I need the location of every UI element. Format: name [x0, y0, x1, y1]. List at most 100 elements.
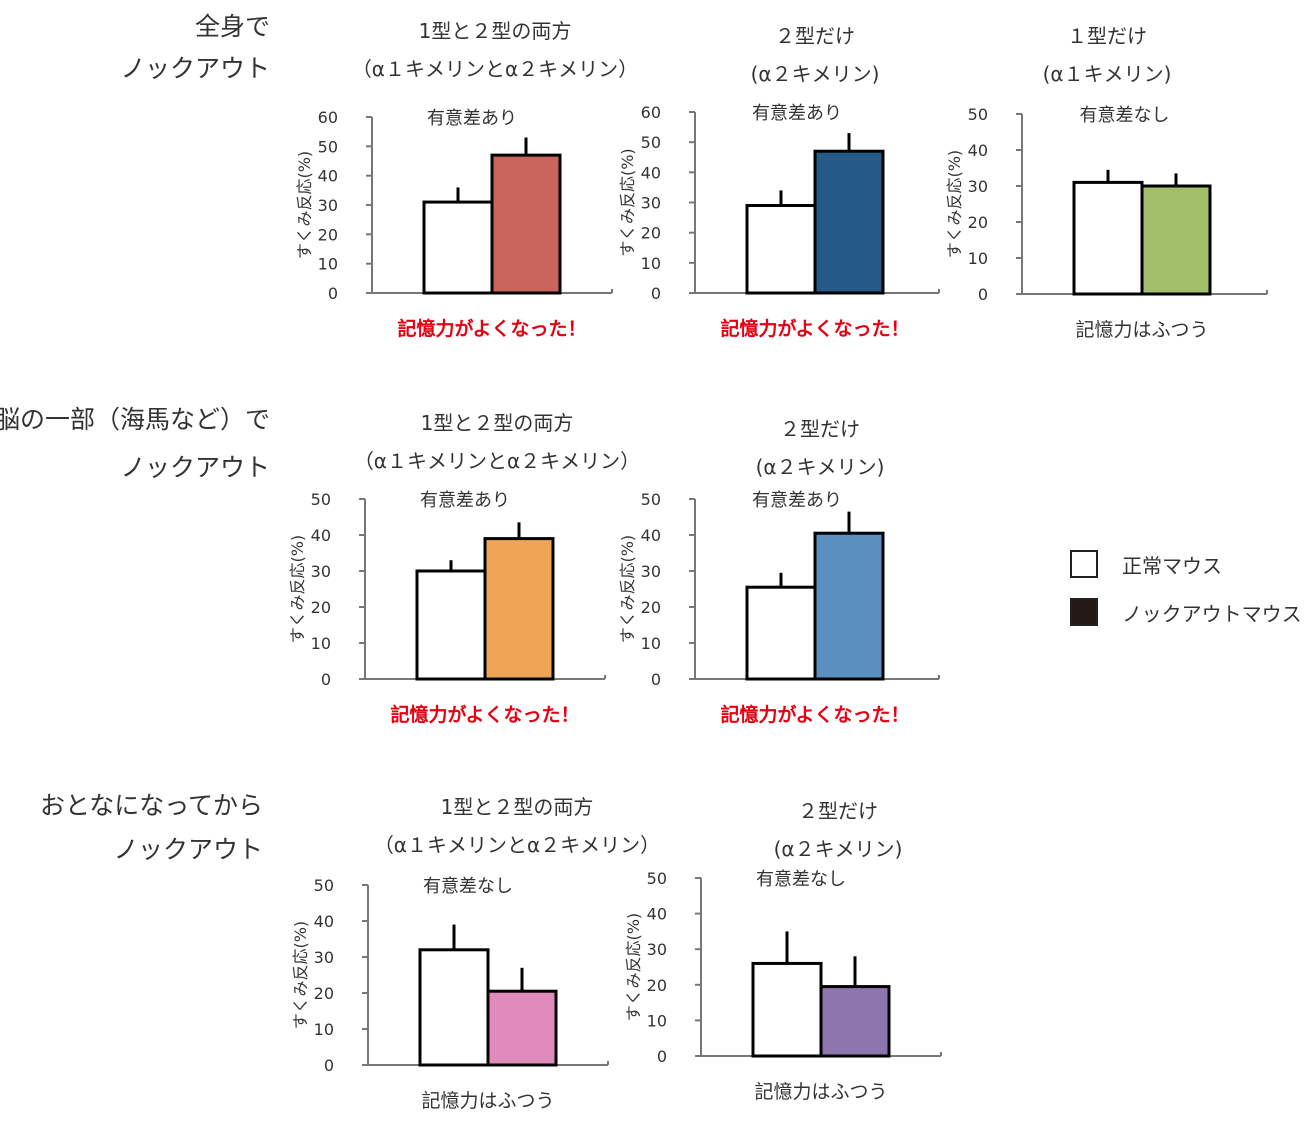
chart-title: 1型と２型の両方 （α１キメリンとα２キメリン）: [352, 12, 638, 88]
bar: [486, 989, 558, 1067]
legend-item-knockout: ノックアウトマウス: [1070, 596, 1302, 628]
y-tick-label: 0: [978, 285, 988, 304]
y-tick-label: 20: [311, 598, 331, 617]
y-tick-label: 30: [318, 196, 338, 215]
chart-title: 1型と２型の両方 （α１キメリンとα２キメリン）: [354, 404, 640, 480]
y-tick-label: 40: [647, 905, 667, 924]
conclusion-text: 記憶力はふつう: [754, 1081, 887, 1103]
chart-title-line: ２型だけ: [797, 799, 878, 823]
legend-swatch-normal: [1070, 550, 1098, 578]
y-tick-label: 30: [968, 177, 988, 196]
row-label-line: おとなになってから: [39, 791, 263, 820]
bar-chart-whole-type2: 0 10 20 30 40 50 60 すくみ反応(%) 有意差あり 記憶力がよくなった！: [618, 103, 949, 363]
y-tick-label: 60: [641, 103, 661, 122]
y-tick-label: 10: [641, 634, 661, 653]
legend-label: ノックアウトマウス: [1122, 601, 1302, 626]
significance-annotation: 有意差なし: [1080, 105, 1170, 126]
bar: [418, 948, 490, 1067]
y-tick-label: 30: [641, 194, 661, 213]
chart-title-line: （α１キメリンとα２キメリン）: [351, 57, 639, 81]
row-label-whole-body: 全身で ノックアウト: [120, 6, 270, 90]
bar: [819, 985, 891, 1058]
y-tick-label: 50: [318, 137, 338, 156]
y-tick-label: 20: [641, 224, 661, 243]
y-tick-label: 10: [647, 1011, 667, 1030]
y-tick-label: 0: [657, 1047, 667, 1066]
chart-title-line: (α２キメリン): [773, 837, 903, 861]
y-tick-label: 0: [324, 1056, 334, 1075]
bar: [745, 585, 817, 681]
chart-title-line: 1型と２型の両方: [420, 411, 574, 435]
legend-swatch-knockout: [1070, 598, 1098, 626]
bar-chart-brain-type2: 0 10 20 30 40 50 すくみ反応(%) 有意差あり 記憶力がよくなった！: [618, 490, 949, 749]
y-tick-label: 20: [647, 976, 667, 995]
conclusion-text: 記憶力がよくなった！: [390, 703, 579, 726]
chart-title-line: ２型だけ: [779, 417, 860, 441]
y-tick-label: 40: [314, 912, 334, 931]
y-tick-label: 40: [968, 141, 988, 160]
y-axis-label: すくみ反応(%): [295, 151, 314, 259]
bar: [422, 200, 494, 295]
chart-title-line: 1型と２型の両方: [440, 795, 594, 819]
bar: [1140, 184, 1212, 296]
bar: [1072, 180, 1144, 296]
y-tick-label: 40: [311, 526, 331, 545]
y-axis-label: すくみ反応(%): [624, 913, 643, 1021]
y-tick-label: 50: [641, 490, 661, 509]
chart-title: ２型だけ (α２キメリン): [751, 17, 880, 93]
chart-title-line: (α１キメリン): [1042, 62, 1172, 86]
y-axis-label: すくみ反応(%): [291, 921, 310, 1029]
significance-annotation: 有意差なし: [423, 876, 513, 897]
y-tick-label: 50: [311, 490, 331, 509]
chart-title: １型だけ (α１キメリン): [1043, 17, 1172, 93]
chart-title: ２型だけ (α２キメリン): [774, 792, 903, 868]
significance-annotation: 有意差なし: [756, 869, 846, 890]
y-tick-label: 20: [641, 598, 661, 617]
y-tick-label: 20: [318, 225, 338, 244]
bar-chart-adult-both: 0 10 20 30 40 50 すくみ反応(%) 有意差なし 記憶力はふつう: [291, 876, 618, 1135]
significance-annotation: 有意差あり: [752, 103, 842, 124]
y-axis-label: すくみ反応(%): [288, 535, 307, 643]
bar: [483, 537, 555, 681]
chart-title-line: １型だけ: [1066, 24, 1147, 48]
row-label-adult: おとなになってから ノックアウト: [40, 784, 263, 872]
y-tick-label: 0: [328, 284, 338, 303]
row-label-line: 脳の一部（海馬など）で: [0, 405, 270, 434]
y-tick-label: 30: [641, 562, 661, 581]
chart-title-line: (α２キメリン): [755, 455, 885, 479]
row-label-brain-region: 脳の一部（海馬など）で ノックアウト: [0, 396, 270, 492]
y-tick-label: 30: [311, 562, 331, 581]
y-axis-label: すくみ反応(%): [618, 148, 637, 256]
row-label-line: ノックアウト: [120, 54, 270, 83]
bar: [415, 569, 487, 681]
row-label-line: ノックアウト: [113, 835, 263, 864]
row-label-line: 全身で: [194, 12, 270, 41]
bar: [813, 531, 885, 681]
y-tick-label: 60: [318, 108, 338, 127]
y-tick-label: 0: [651, 670, 661, 689]
legend: 正常マウス ノックアウトマウス: [1070, 548, 1310, 638]
conclusion-text: 記憶力はふつう: [421, 1090, 554, 1112]
y-tick-label: 10: [311, 634, 331, 653]
chart-title: 1型と２型の両方 （α１キメリンとα２キメリン）: [374, 788, 660, 864]
bar: [751, 961, 823, 1058]
y-tick-label: 40: [641, 163, 661, 182]
chart-title: ２型だけ (α２キメリン): [756, 410, 885, 486]
y-tick-label: 40: [318, 167, 338, 186]
bar: [490, 153, 562, 295]
y-tick-label: 50: [641, 133, 661, 152]
y-tick-label: 50: [968, 105, 988, 124]
legend-item-normal: 正常マウス: [1070, 548, 1222, 580]
bar-chart-whole-both: 0 10 20 30 40 50 60 すくみ反応(%) 有意差あり 記憶力がよくなった！: [295, 108, 622, 363]
y-tick-label: 30: [647, 940, 667, 959]
chart-title-line: （α１キメリンとα２キメリン）: [373, 833, 661, 857]
y-tick-label: 50: [647, 869, 667, 888]
bar-chart-adult-type2: 0 10 20 30 40 50 すくみ反応(%) 有意差なし記憶力はふつう: [624, 869, 951, 1126]
bar: [813, 149, 885, 295]
chart-title-line: （α１キメリンとα２キメリン）: [353, 449, 641, 473]
